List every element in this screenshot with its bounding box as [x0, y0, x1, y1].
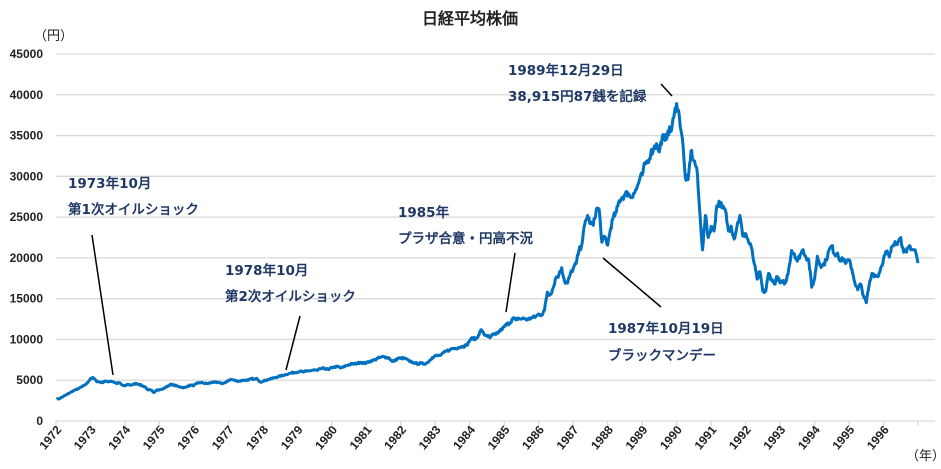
- x-tick-label: 1995: [829, 423, 857, 453]
- x-axis-unit: （年）: [906, 449, 941, 464]
- x-tick-label: 1980: [312, 423, 340, 453]
- x-tick-label: 1978: [243, 423, 271, 453]
- x-tick-label: 1989: [623, 423, 651, 453]
- x-tick-label: 1975: [140, 423, 168, 453]
- y-tick-label: 0: [36, 414, 43, 428]
- annotation-leader-line: [505, 252, 516, 313]
- x-tick-label: 1986: [519, 423, 547, 453]
- annotation-text: 第2次オイルショック: [225, 288, 356, 305]
- y-tick-label: 25000: [10, 210, 44, 224]
- y-tick-label: 20000: [10, 251, 44, 265]
- x-tick-label: 1988: [588, 423, 616, 453]
- annotation-text: ブラックマンデー: [608, 347, 716, 364]
- y-tick-label: 15000: [10, 292, 44, 306]
- annotation-text: 1989年12月29日: [508, 62, 624, 79]
- annotation-leader-line: [285, 315, 301, 371]
- annotation-text: 第1次オイルショック: [68, 201, 199, 218]
- x-tick-label: 1983: [416, 423, 444, 453]
- x-tick-label: 1974: [105, 423, 133, 453]
- annotation-oil-shock-2: 1978年10月 第2次オイルショック: [225, 262, 356, 371]
- x-tick-label: 1985: [485, 423, 513, 453]
- y-tick-label: 5000: [16, 373, 43, 387]
- x-tick-label: 1976: [174, 423, 202, 453]
- y-tick-label: 10000: [10, 332, 44, 346]
- x-tick-label: 1994: [795, 423, 823, 453]
- annotation-text: 38,915円87銭を記録: [508, 88, 647, 105]
- x-tick-label: 1992: [726, 423, 754, 453]
- x-tick-label: 1982: [381, 423, 409, 453]
- y-tick-label: 45000: [10, 47, 44, 61]
- annotation-oil-shock-1: 1973年10月 第1次オイルショック: [68, 175, 199, 376]
- annotation-black-monday: 1987年10月19日 ブラックマンデー: [602, 257, 724, 364]
- x-tick-label: 1987: [554, 423, 582, 453]
- annotation-text: 1973年10月: [68, 175, 151, 192]
- annotation-text: 1985年: [398, 204, 450, 221]
- series-line-nikkei: [55, 102, 920, 401]
- x-tick-label: 1993: [760, 423, 788, 453]
- x-tick-label: 1981: [347, 423, 375, 453]
- annotation-plaza-accord: 1985年 プラザ合意・円高不況: [398, 204, 533, 313]
- y-tick-label: 35000: [10, 129, 44, 143]
- y-axis-unit: （円）: [34, 29, 73, 44]
- x-tick-label: 1984: [450, 423, 478, 453]
- x-tick-label: 1996: [864, 423, 892, 453]
- annotation-peak-1989: 1989年12月29日 38,915円87銭を記録: [508, 62, 673, 105]
- y-tick-label: 40000: [10, 88, 44, 102]
- annotation-leader-line: [602, 257, 662, 308]
- annotation-text: プラザ合意・円高不況: [398, 230, 533, 247]
- annotation-text: 1987年10月19日: [608, 320, 724, 337]
- x-tick-label: 1990: [657, 423, 685, 453]
- annotation-leader-line: [660, 83, 673, 97]
- y-tick-label: 30000: [10, 169, 44, 183]
- x-tick-label: 1991: [692, 423, 720, 453]
- x-tick-label: 1979: [278, 423, 306, 453]
- chart-title: 日経平均株価: [422, 9, 518, 28]
- annotation-leader-line: [91, 234, 114, 376]
- annotation-text: 1978年10月: [225, 262, 308, 279]
- x-tick-label: 1973: [71, 423, 99, 453]
- x-tick-label: 1977: [209, 423, 237, 453]
